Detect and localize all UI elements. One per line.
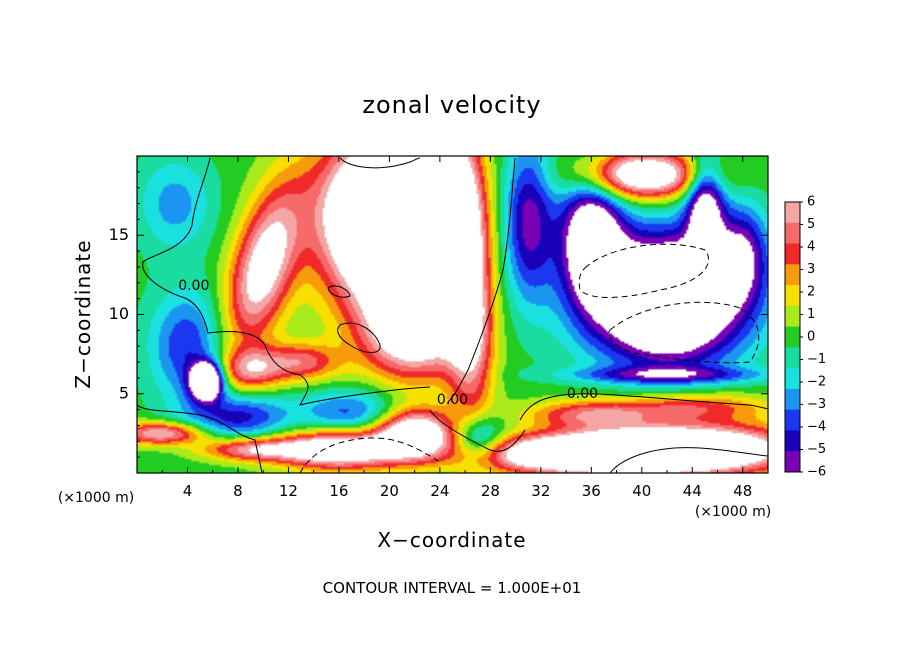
colorbar-swatch [785, 368, 800, 390]
y-tick-label: 5 [119, 383, 129, 402]
zero-contour-left [142, 157, 431, 406]
closed-contour-small [327, 285, 351, 298]
colorbar-label: 6 [807, 195, 815, 210]
contour-lines [136, 157, 769, 474]
velocity-field [137, 156, 768, 473]
colorbar-label: 5 [807, 217, 815, 232]
colorbar-label: −2 [807, 375, 826, 390]
colorbar-swatch [785, 264, 800, 286]
x-tick-label: 48 [733, 482, 752, 500]
x-tick-label: 12 [279, 482, 298, 500]
zero-contour-bottom [429, 409, 526, 452]
zero-contour-center [447, 157, 516, 403]
x-tick-label: 44 [683, 482, 702, 500]
colorbar-swatch [785, 451, 800, 473]
colorbar-label: −6 [807, 465, 826, 480]
colorbar: 6 5 4 3 2 1 0 −1 −2 −3 −4 −5 −6 [784, 195, 826, 480]
contour-labels: 0.00 0.00 0.00 [178, 278, 598, 408]
dashed-contour-upper [578, 243, 709, 298]
y-tick-label: 10 [109, 304, 129, 323]
x-tick-label: 4 [183, 482, 193, 500]
colorbar-label: −3 [807, 397, 826, 412]
colorbar-swatch [785, 388, 800, 411]
colorbar-label: −4 [807, 420, 826, 435]
colorbar-swatch [785, 326, 800, 348]
zero-contour-lower [136, 404, 263, 474]
colorbar-swatch [785, 202, 800, 224]
x-tick-label: 32 [531, 482, 550, 500]
y-axis-ticks: 5 10 15 [109, 171, 768, 458]
colorbar-label: 1 [807, 307, 815, 322]
colorbar-swatch [785, 285, 800, 307]
closed-contour-center [337, 322, 381, 353]
x-tick-label: 24 [430, 482, 449, 500]
x-tick-label: 20 [380, 482, 399, 500]
plot-area: 0.000.00 0.00 4 8 12 16 20 24 28 32 36 40 44 48 5101… [109, 155, 769, 500]
contour-label-2: 0.00 [567, 386, 598, 402]
chart-title: zonal velocity [362, 91, 541, 119]
x-tick-label: 16 [329, 482, 348, 500]
colorbar-label: 2 [807, 285, 815, 300]
contour-label-0: 0.00 [178, 278, 209, 294]
colorbar-swatch [785, 347, 800, 369]
x-axis-unit-right: (×1000 m) [695, 504, 771, 520]
x-tick-label: 36 [582, 482, 601, 500]
colorbar-label: 0 [807, 330, 815, 345]
dashed-contour-bottom [299, 437, 441, 474]
colorbar-label: −1 [807, 352, 826, 367]
x-axis-unit-left: (×1000 m) [58, 490, 134, 506]
y-axis-label: Z−coordinate [71, 239, 95, 388]
contour-interval-footer: CONTOUR INTERVAL = 1.000E+01 [323, 579, 582, 597]
colorbar-swatch [785, 243, 800, 265]
x-tick-label: 40 [632, 482, 651, 500]
colorbar-label: −5 [807, 442, 826, 457]
zero-contour-right [519, 393, 769, 421]
x-tick-label: 8 [233, 482, 243, 500]
colorbar-swatch [785, 222, 800, 245]
colorbar-swatch [785, 409, 800, 431]
x-axis-label: X−coordinate [377, 528, 526, 552]
y-tick-label: 15 [109, 225, 129, 244]
closed-contour-lower-right [609, 447, 769, 474]
colorbar-label: 4 [807, 240, 815, 255]
closed-contour-top [339, 157, 421, 169]
colorbar-swatch [785, 305, 800, 328]
dashed-contour-mid [608, 301, 760, 364]
x-axis-ticks: 4 8 12 16 20 24 28 32 36 40 44 48 [161, 156, 752, 500]
colorbar-label: 3 [807, 262, 815, 277]
x-tick-label: 28 [481, 482, 500, 500]
colorbar-swatch [785, 430, 800, 452]
contour-label-1: 0.00 [437, 392, 468, 408]
